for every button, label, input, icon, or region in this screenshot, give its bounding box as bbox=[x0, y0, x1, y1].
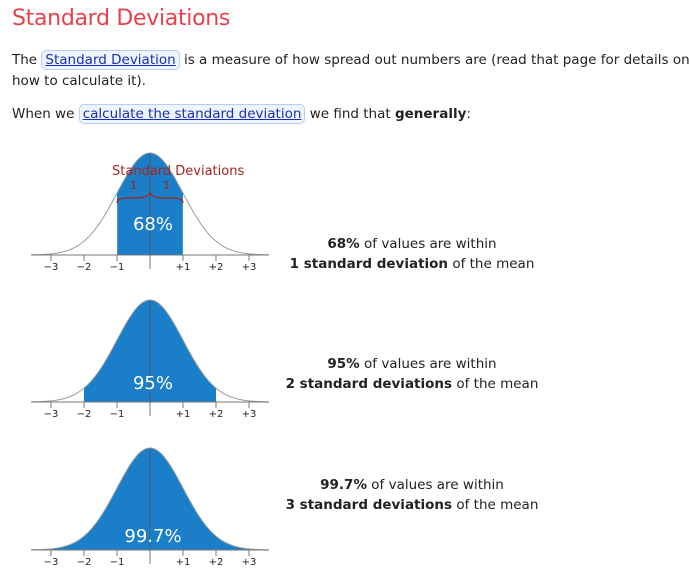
caption-range: 1 standard deviation bbox=[289, 256, 449, 272]
caption-percent: 95% bbox=[327, 356, 360, 372]
axis-tick-label: +2 bbox=[209, 262, 224, 273]
axis-tick-label: +3 bbox=[242, 262, 257, 273]
caption-percent: 99.7% bbox=[320, 477, 367, 493]
axis-tick-label: −1 bbox=[110, 557, 125, 568]
axis-tick-label: −2 bbox=[77, 557, 92, 568]
bell-curve-3sd: −3 −2 −1 +1 +2 +3 99.7% bbox=[31, 447, 269, 568]
axis-tick-label: −3 bbox=[44, 409, 59, 420]
intro-text-before: The bbox=[12, 52, 42, 68]
when-bold-text: generally bbox=[394, 106, 467, 122]
axis-tick-label: +1 bbox=[176, 409, 191, 420]
intro-paragraph: The Standard Deviation is a measure of h… bbox=[12, 50, 689, 92]
percent-label: 68% bbox=[133, 214, 173, 235]
axis-tick-label: +1 bbox=[176, 262, 191, 273]
axis-tick-label: +2 bbox=[209, 557, 224, 568]
calculate-sd-link[interactable]: calculate the standard deviation bbox=[78, 104, 306, 124]
when-text-before: When we bbox=[12, 106, 79, 122]
brace-label: 1 bbox=[130, 179, 137, 192]
caption-text: of the mean bbox=[452, 497, 539, 513]
axis-tick-label: +2 bbox=[209, 409, 224, 420]
axis-tick-label: −2 bbox=[77, 262, 92, 273]
axis-tick-label: −1 bbox=[110, 409, 125, 420]
bell-curve-2sd: −3 −2 −1 +1 +2 +3 95% bbox=[31, 299, 269, 420]
axis-tick-label: +1 bbox=[176, 557, 191, 568]
caption-text: of values are within bbox=[366, 477, 504, 493]
caption-text: of values are within bbox=[359, 356, 497, 372]
caption-percent: 68% bbox=[327, 236, 360, 252]
axis-tick-label: −2 bbox=[77, 409, 92, 420]
caption-range: 2 standard deviations bbox=[285, 376, 453, 392]
caption-text: of values are within bbox=[359, 236, 497, 252]
when-text-after: : bbox=[466, 106, 471, 122]
axis-tick-label: −1 bbox=[110, 262, 125, 273]
caption-text: of the mean bbox=[452, 376, 539, 392]
percent-label: 95% bbox=[133, 373, 173, 394]
caption-1sd: 68% of values are within 1 standard devi… bbox=[262, 234, 562, 274]
page-title: Standard Deviations bbox=[12, 6, 231, 31]
percent-label: 99.7% bbox=[124, 526, 181, 547]
brace-label: 1 bbox=[163, 179, 170, 192]
when-text-middle: we find that bbox=[305, 106, 395, 122]
axis-tick-label: +3 bbox=[242, 557, 257, 568]
brace-title: Standard Deviations bbox=[112, 164, 244, 179]
axis-tick-label: −3 bbox=[44, 262, 59, 273]
intro-text-after: is a measure of how spread out numbers a… bbox=[12, 52, 689, 89]
when-paragraph: When we calculate the standard deviation… bbox=[12, 104, 471, 125]
caption-text: of the mean bbox=[448, 256, 535, 272]
caption-range: 3 standard deviations bbox=[285, 497, 453, 513]
axis-tick-label: +3 bbox=[242, 409, 257, 420]
standard-deviation-link[interactable]: Standard Deviation bbox=[41, 50, 180, 70]
axis-tick-label: −3 bbox=[44, 557, 59, 568]
caption-3sd: 99.7% of values are within 3 standard de… bbox=[262, 475, 562, 515]
brace bbox=[116, 191, 184, 204]
caption-2sd: 95% of values are within 2 standard devi… bbox=[262, 354, 562, 394]
